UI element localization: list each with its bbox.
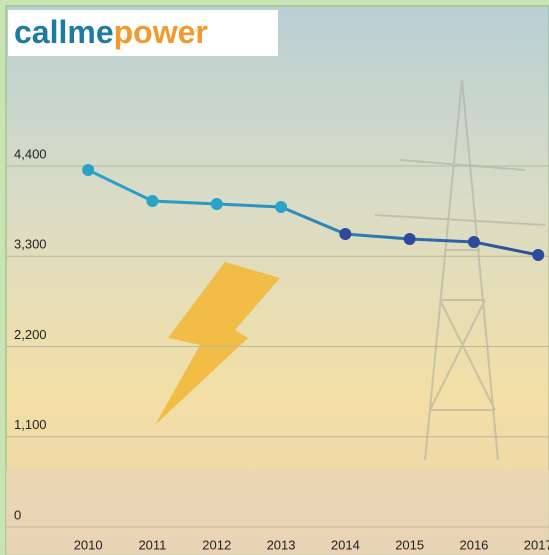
data-point [339, 228, 351, 240]
x-tick-label: 2014 [331, 537, 360, 552]
logo-part: power [114, 14, 208, 50]
y-tick-label: 2,200 [14, 327, 47, 342]
x-tick-label: 2016 [459, 537, 488, 552]
y-tick-label: 0 [14, 507, 21, 522]
x-tick-label: 2017 [524, 537, 549, 552]
data-point [82, 164, 94, 176]
data-point [532, 249, 544, 261]
logo: callmepower [14, 14, 208, 50]
data-point [275, 201, 287, 213]
page: callmepower 0 1,100 2,200 3,300 4,400 2010 201… [0, 0, 549, 555]
data-point [146, 195, 158, 207]
x-tick-label: 2012 [202, 537, 231, 552]
logo-part: callme [14, 14, 114, 50]
x-tick-label: 2010 [74, 537, 103, 552]
data-point [468, 236, 480, 248]
chart: callmepower 0 1,100 2,200 3,300 4,400 2010 201… [0, 0, 549, 555]
data-point [404, 233, 416, 245]
x-tick-label: 2013 [267, 537, 296, 552]
y-tick-label: 4,400 [14, 146, 47, 161]
data-point [211, 198, 223, 210]
y-tick-label: 1,100 [14, 417, 47, 432]
y-tick-label: 3,300 [14, 237, 47, 252]
x-tick-label: 2011 [138, 537, 166, 552]
x-tick-label: 2015 [395, 537, 424, 552]
